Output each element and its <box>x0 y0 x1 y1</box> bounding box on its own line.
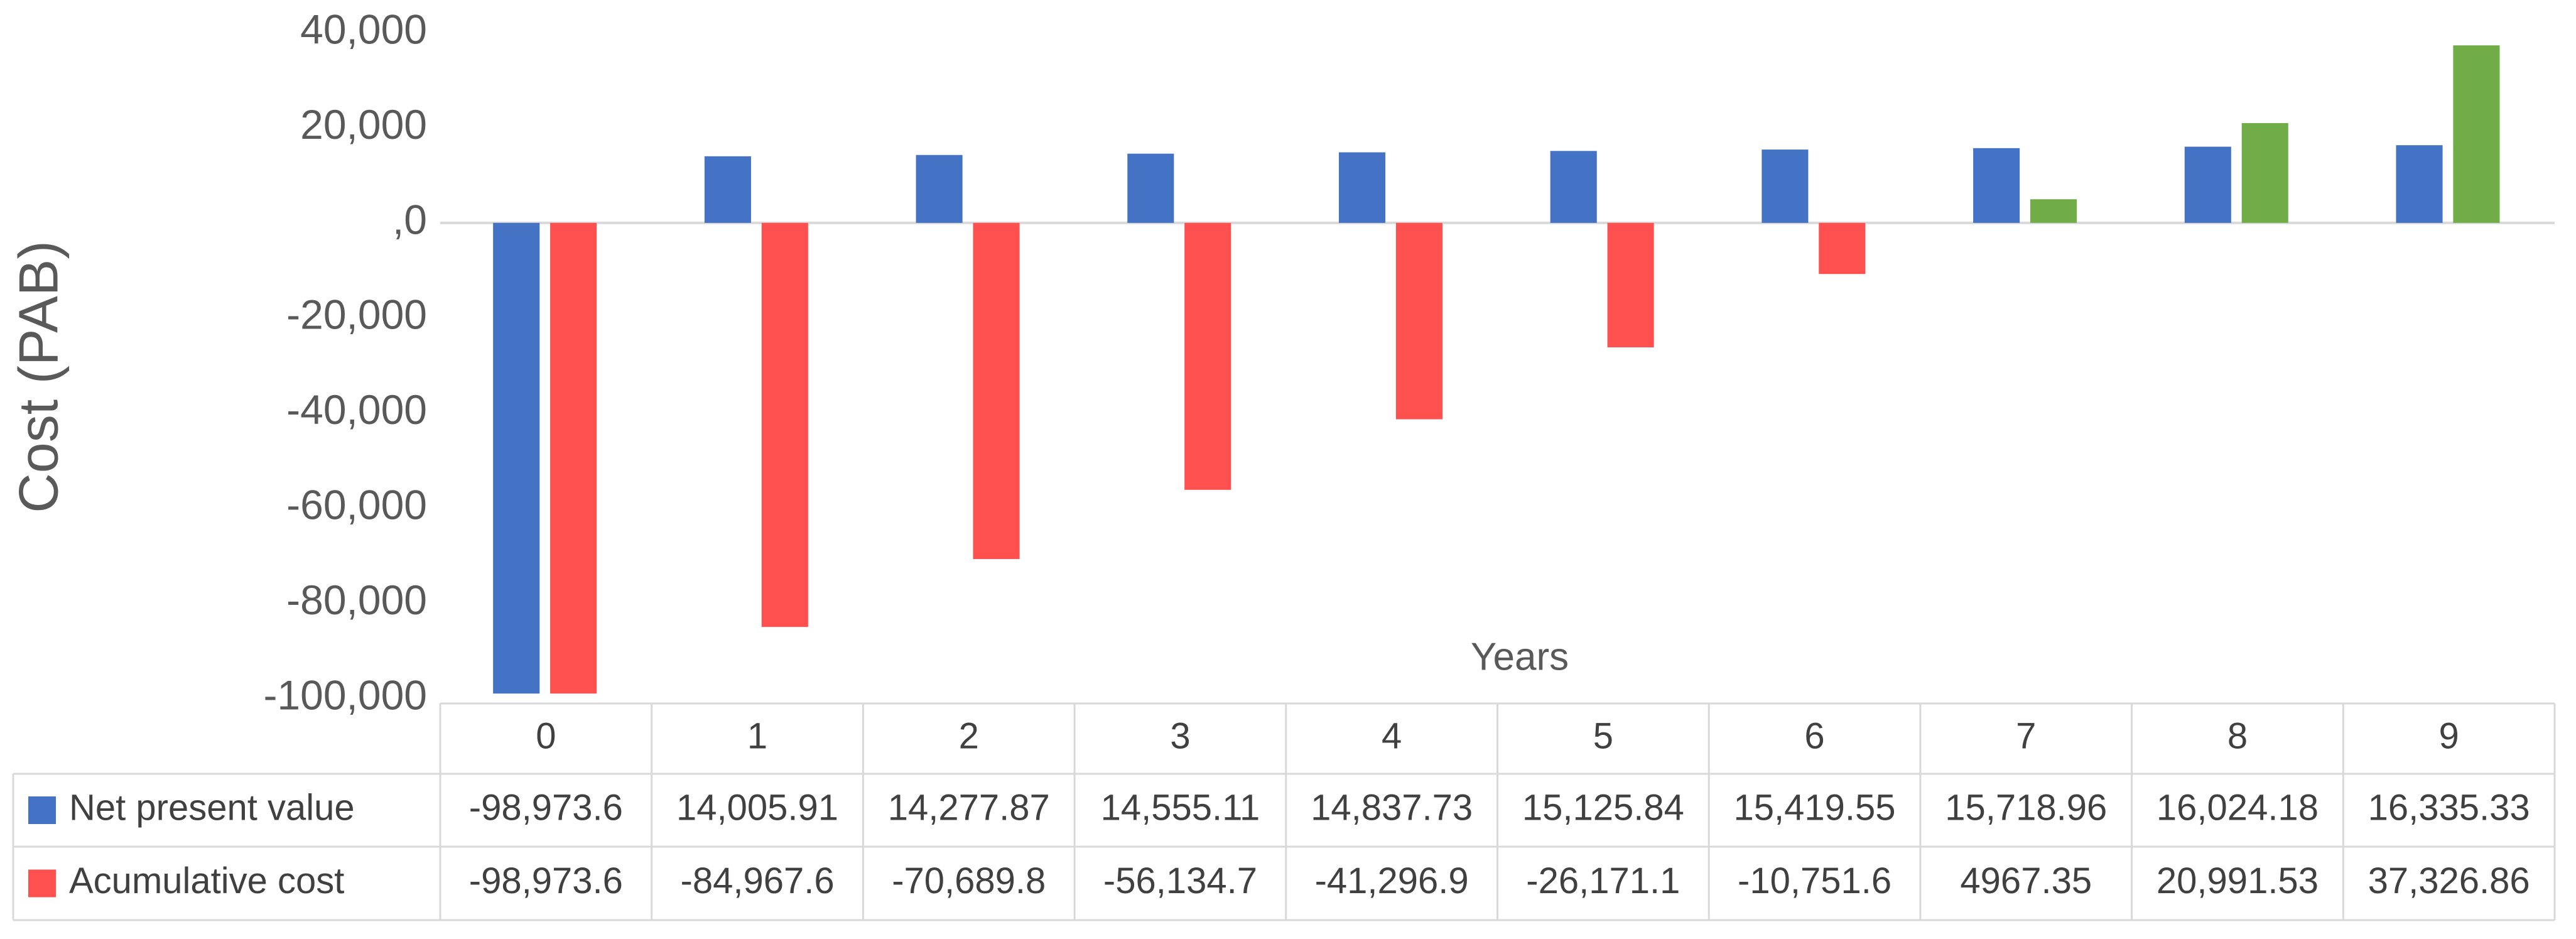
bar <box>704 156 751 223</box>
bar <box>2453 45 2500 223</box>
table-value: 4967.35 <box>1960 860 2092 901</box>
x-tick-label: 3 <box>1170 715 1190 756</box>
legend-label: Acumulative cost <box>69 860 344 901</box>
x-axis-title: Years <box>1471 635 1569 678</box>
bar <box>973 222 1020 560</box>
y-axis-title: Cost (PAB) <box>7 241 69 513</box>
y-tick-label: 40,000 <box>300 6 427 52</box>
bar <box>2030 199 2077 223</box>
bar <box>1127 153 1174 223</box>
x-tick-label: 2 <box>959 715 979 756</box>
y-tick-label: -60,000 <box>286 482 427 528</box>
bar <box>2241 122 2288 223</box>
table-value: -41,296.9 <box>1315 860 1469 901</box>
table-value: 15,125.84 <box>1522 787 1684 828</box>
x-tick-label: 4 <box>1382 715 1402 756</box>
table-value: -98,973.6 <box>469 787 623 828</box>
bar <box>493 222 540 694</box>
legend-label: Net present value <box>69 787 355 828</box>
bar <box>761 222 808 627</box>
bar <box>916 155 963 223</box>
table-value: -70,689.8 <box>892 860 1046 901</box>
bar <box>2184 146 2231 223</box>
bar <box>1550 151 1597 223</box>
x-tick-label: 9 <box>2439 715 2459 756</box>
table-value: 14,555.11 <box>1101 787 1260 828</box>
bar <box>2396 145 2443 223</box>
table-value: 15,419.55 <box>1734 787 1896 828</box>
x-tick-label: 1 <box>747 715 767 756</box>
y-tick-label: 20,000 <box>300 101 427 148</box>
table-value: 14,837.73 <box>1311 787 1473 828</box>
table-value: -10,751.6 <box>1738 860 1891 901</box>
x-tick-label: 0 <box>536 715 556 756</box>
table-value: 15,718.96 <box>1945 787 2107 828</box>
table-value: -56,134.7 <box>1103 860 1257 901</box>
table-value: -26,171.1 <box>1526 860 1680 901</box>
x-tick-label: 6 <box>1804 715 1824 756</box>
bar <box>1607 222 1654 348</box>
bar <box>1184 222 1231 490</box>
y-tick-label: -20,000 <box>286 291 427 338</box>
table-value: 14,277.87 <box>888 787 1050 828</box>
table-value: -84,967.6 <box>681 860 835 901</box>
bar <box>550 222 597 694</box>
table-value: 20,991.53 <box>2157 860 2319 901</box>
y-tick-label: -40,000 <box>286 386 427 433</box>
x-tick-label: 7 <box>2016 715 2036 756</box>
y-tick-label: -80,000 <box>286 577 427 623</box>
x-tick-label: 8 <box>2227 715 2248 756</box>
bar <box>1973 148 2020 223</box>
table-value: -98,973.6 <box>469 860 623 901</box>
legend-swatch <box>28 869 56 898</box>
table-value: 16,335.33 <box>2368 787 2530 828</box>
x-tick-label: 5 <box>1593 715 1613 756</box>
legend-swatch <box>28 796 56 824</box>
bar <box>1819 222 1866 274</box>
table-value: 37,326.86 <box>2368 860 2530 901</box>
bar <box>1762 149 1809 223</box>
table-value: 16,024.18 <box>2157 787 2319 828</box>
y-tick-label: -100,000 <box>263 671 427 718</box>
bar <box>1395 222 1442 420</box>
y-tick-label: ,0 <box>392 196 427 242</box>
table-value: 14,005.91 <box>676 787 838 828</box>
bar <box>1338 152 1386 223</box>
